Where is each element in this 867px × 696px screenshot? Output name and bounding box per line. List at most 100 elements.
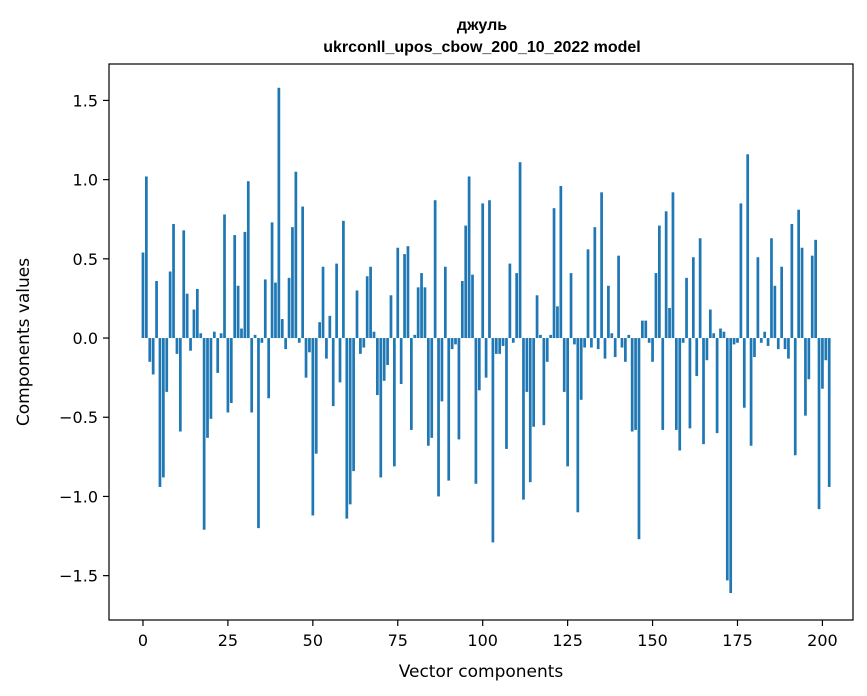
bar-134: [596, 338, 600, 350]
bar-189: [783, 338, 787, 350]
bar-146: [637, 338, 641, 540]
bar-44: [291, 227, 294, 339]
bar-97: [471, 274, 474, 339]
bar-127: [573, 338, 576, 345]
bar-76: [399, 338, 403, 384]
chart-title: джуль: [457, 17, 507, 34]
bar-41: [280, 319, 284, 339]
bar-14: [189, 338, 192, 351]
bar-0: [141, 252, 145, 339]
bar-194: [800, 247, 804, 339]
bar-124: [562, 338, 566, 392]
bar-69: [376, 338, 379, 396]
bar-177: [742, 338, 746, 408]
bar-140: [617, 255, 620, 339]
bar-56: [331, 338, 335, 407]
bar-174: [732, 338, 736, 345]
bar-110: [515, 273, 519, 339]
bar-130: [583, 338, 586, 348]
bar-61: [348, 338, 352, 505]
bar-159: [681, 338, 685, 343]
bar-187: [776, 338, 780, 350]
bar-87: [437, 338, 440, 497]
bar-11: [178, 338, 182, 432]
bar-198: [814, 239, 817, 339]
bar-125: [566, 338, 569, 467]
bar-45: [294, 171, 298, 339]
bar-49: [308, 338, 311, 353]
bar-139: [613, 338, 617, 358]
bar-105: [498, 338, 502, 354]
y-tick-label: 1.0: [73, 171, 98, 190]
bar-133: [593, 227, 597, 339]
bar-121: [552, 208, 556, 339]
bar-50: [311, 338, 315, 516]
bar-119: [545, 338, 549, 362]
bar-164: [698, 238, 702, 339]
bar-150: [651, 338, 654, 362]
bar-92: [454, 338, 457, 345]
bar-149: [647, 338, 651, 343]
y-tick-label: −1.0: [59, 487, 98, 506]
bar-40: [277, 87, 281, 339]
bar-158: [678, 338, 682, 451]
bar-178: [746, 154, 750, 339]
bar-190: [787, 338, 790, 359]
bar-10: [175, 338, 179, 354]
bar-109: [511, 338, 515, 343]
bar-34: [257, 338, 260, 529]
bar-197: [810, 255, 814, 339]
bar-180: [753, 338, 756, 358]
x-tick-label: 50: [303, 631, 323, 650]
bar-27: [233, 235, 237, 339]
x-tick-label: 175: [722, 631, 753, 650]
bar-195: [804, 338, 807, 416]
bar-120: [549, 334, 552, 339]
bar-114: [528, 338, 532, 483]
bar-85: [430, 338, 434, 438]
bar-21: [212, 331, 216, 339]
bar-43: [287, 277, 291, 339]
bar-15: [192, 309, 196, 339]
bar-20: [209, 338, 213, 419]
bar-186: [773, 285, 777, 339]
bar-12: [182, 230, 186, 339]
bar-17: [199, 333, 203, 339]
y-tick-label: 1.5: [73, 91, 98, 110]
bar-128: [576, 338, 580, 513]
bar-113: [525, 338, 529, 392]
bar-157: [674, 338, 678, 430]
bar-122: [556, 306, 559, 339]
bar-202: [827, 338, 831, 487]
bar-106: [501, 338, 505, 346]
bar-39: [274, 282, 277, 339]
bar-112: [522, 338, 525, 500]
bar-33: [253, 334, 257, 339]
bar-71: [382, 338, 386, 381]
y-tick-label: 0.0: [73, 329, 98, 348]
bar-9: [172, 223, 175, 339]
bar-58: [338, 338, 342, 383]
bar-2: [148, 338, 152, 362]
bar-192: [793, 338, 797, 456]
bar-24: [223, 214, 226, 339]
bar-16: [195, 288, 199, 339]
bar-172: [725, 338, 729, 581]
bar-104: [494, 338, 498, 354]
bar-8: [168, 271, 172, 339]
bars-group: [141, 87, 831, 594]
x-tick-label: 75: [388, 631, 408, 650]
bar-188: [780, 266, 784, 339]
bar-22: [216, 338, 220, 373]
bar-147: [641, 320, 644, 339]
bar-81: [416, 287, 420, 339]
bar-95: [464, 225, 468, 339]
bar-75: [396, 247, 400, 339]
bar-111: [518, 162, 522, 339]
bar-19: [206, 338, 209, 438]
bar-200: [821, 338, 824, 389]
bar-184: [766, 338, 770, 346]
bar-18: [202, 338, 206, 530]
bar-1: [145, 176, 148, 339]
